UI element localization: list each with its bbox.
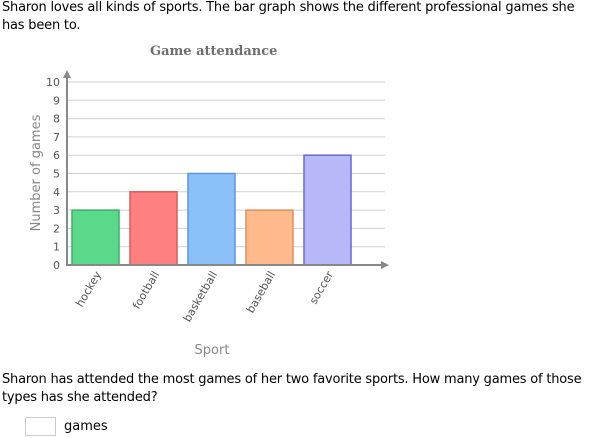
y-tick-label: 9 — [53, 94, 60, 107]
question-prompt: Sharon has attended the most games of he… — [2, 372, 582, 405]
x-category-label: hockey — [73, 269, 104, 310]
y-tick-label: 1 — [53, 241, 60, 254]
y-tick-label: 7 — [53, 131, 60, 144]
x-category-label: baseball — [244, 269, 278, 315]
bar-football — [129, 191, 178, 266]
y-tick-label: 4 — [53, 186, 60, 199]
y-tick-label: 0 — [53, 259, 60, 272]
x-category-label: football — [130, 269, 162, 311]
bars — [71, 154, 352, 266]
y-tick-label: 8 — [53, 113, 60, 126]
bar-baseball — [245, 209, 294, 266]
x-category-labels: hockey football basketball baseball soccer — [73, 269, 336, 325]
chart-title: Game attendance — [150, 44, 278, 59]
y-axis-label: Number of games — [29, 114, 44, 231]
y-tick-label: 5 — [53, 168, 60, 181]
bar-hockey — [71, 209, 120, 266]
y-axis-arrow-icon — [63, 70, 71, 78]
y-tick-label: 2 — [53, 222, 60, 235]
x-axis-arrow-icon — [381, 261, 389, 269]
x-category-label: soccer — [307, 269, 336, 307]
y-tick-label: 6 — [53, 149, 60, 162]
axes — [63, 70, 389, 269]
answer-input[interactable] — [25, 417, 56, 436]
x-axis-label: Sport — [195, 343, 230, 358]
y-tick-label: 10 — [46, 76, 60, 89]
answer-unit-label: games — [64, 419, 108, 434]
question-intro: Sharon loves all kinds of sports. The ba… — [2, 0, 575, 33]
x-category-label: basketball — [181, 269, 220, 324]
bar-basketball — [187, 172, 236, 266]
y-tick-labels: 0 1 2 3 4 5 6 7 8 9 10 — [46, 76, 60, 272]
bar-soccer — [303, 154, 352, 266]
y-tick-label: 3 — [53, 204, 60, 217]
